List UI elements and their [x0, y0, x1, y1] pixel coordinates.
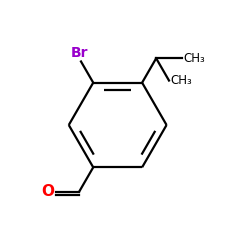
Text: CH₃: CH₃	[170, 74, 192, 87]
Text: Br: Br	[71, 46, 88, 60]
Text: O: O	[41, 184, 54, 199]
Text: CH₃: CH₃	[183, 52, 205, 65]
